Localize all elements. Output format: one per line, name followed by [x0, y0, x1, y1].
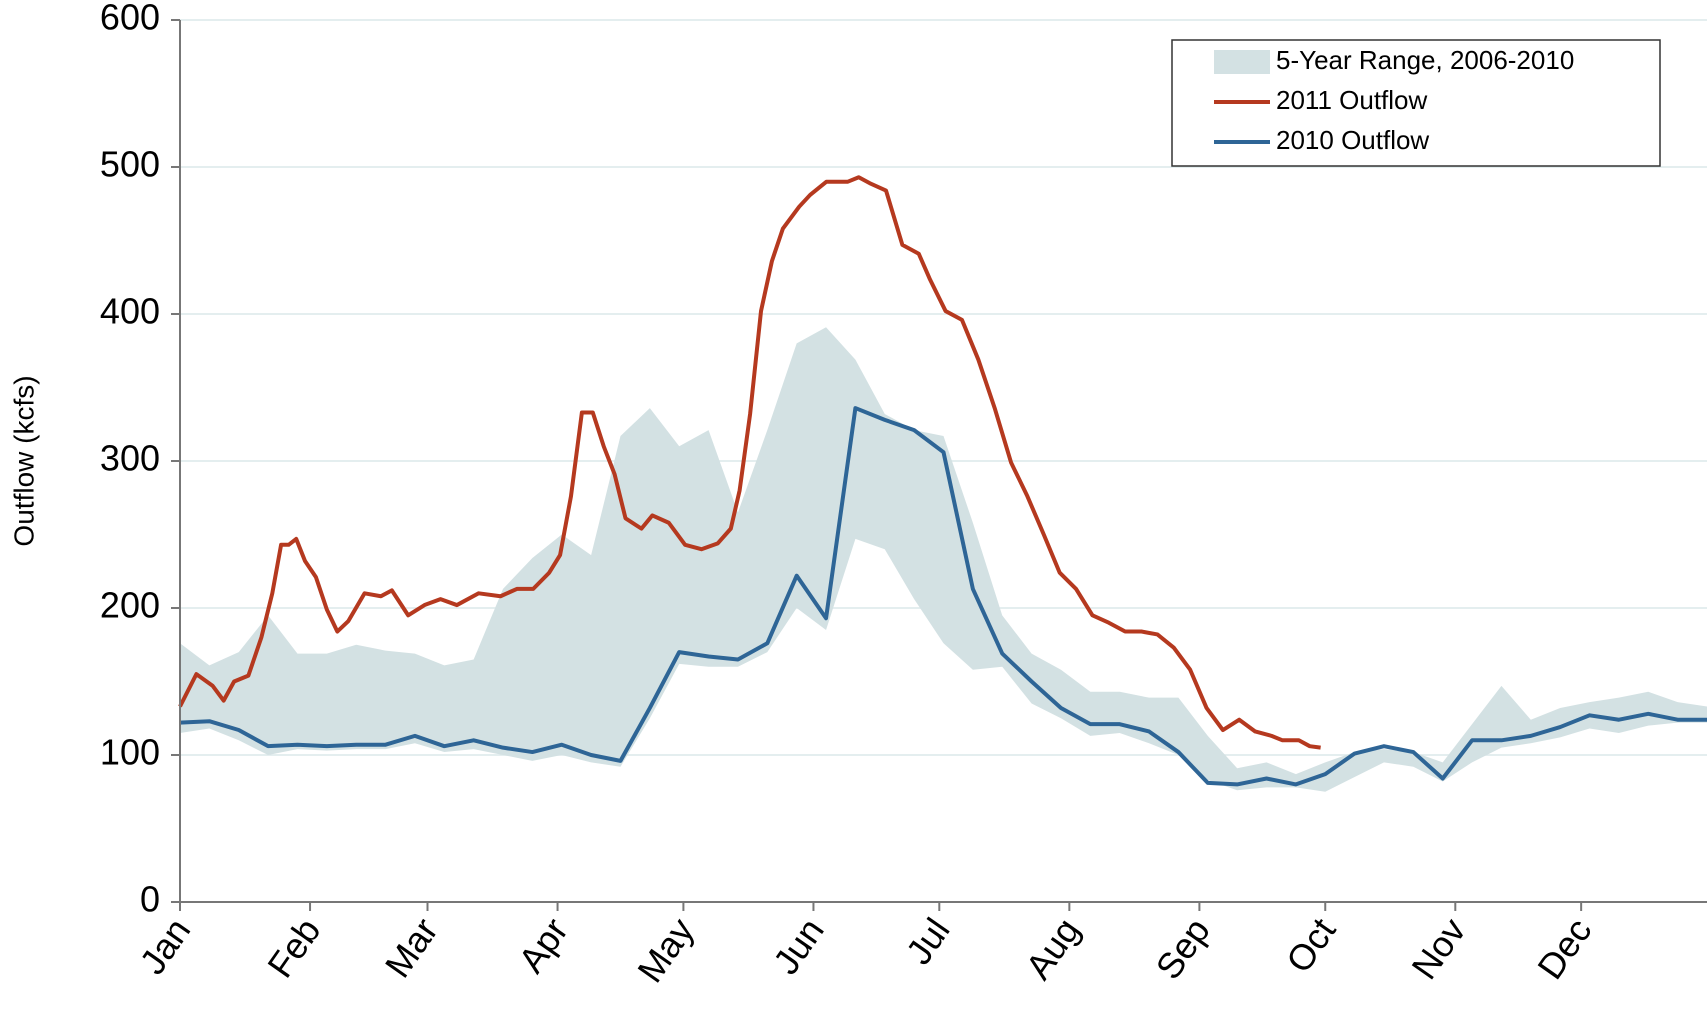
x-tick-label: Jan	[131, 911, 198, 982]
x-tick-label: Sep	[1147, 911, 1217, 987]
legend-label: 5-Year Range, 2006-2010	[1276, 45, 1574, 75]
y-tick-label: 0	[140, 879, 160, 920]
legend-swatch	[1214, 50, 1270, 74]
x-tick-label: Dec	[1529, 911, 1599, 987]
x-tick-label: Nov	[1403, 911, 1473, 987]
y-axis-label: Outflow (kcfs)	[8, 375, 39, 546]
x-tick-label: Aug	[1017, 911, 1087, 987]
y-tick-label: 200	[100, 585, 160, 626]
x-tick-label: Apr	[510, 911, 576, 980]
line	[178, 175, 1321, 750]
x-tick-label: Jun	[765, 911, 832, 982]
x-tick-label: May	[629, 911, 702, 990]
line	[179, 406, 1707, 787]
range-area	[180, 327, 1707, 792]
y-tick-label: 100	[100, 732, 160, 773]
legend-label: 2011 Outflow	[1276, 85, 1428, 115]
y-tick-label: 300	[100, 438, 160, 479]
legend-label: 2010 Outflow	[1276, 125, 1429, 155]
x-tick-label: Feb	[259, 911, 328, 985]
y-tick-label: 500	[100, 144, 160, 185]
x-tick-label: Oct	[1278, 911, 1344, 980]
x-tick-label: Jul	[898, 911, 958, 972]
y-tick-label: 600	[100, 0, 160, 38]
x-tick-label: Mar	[377, 911, 446, 985]
y-tick-label: 400	[100, 291, 160, 332]
